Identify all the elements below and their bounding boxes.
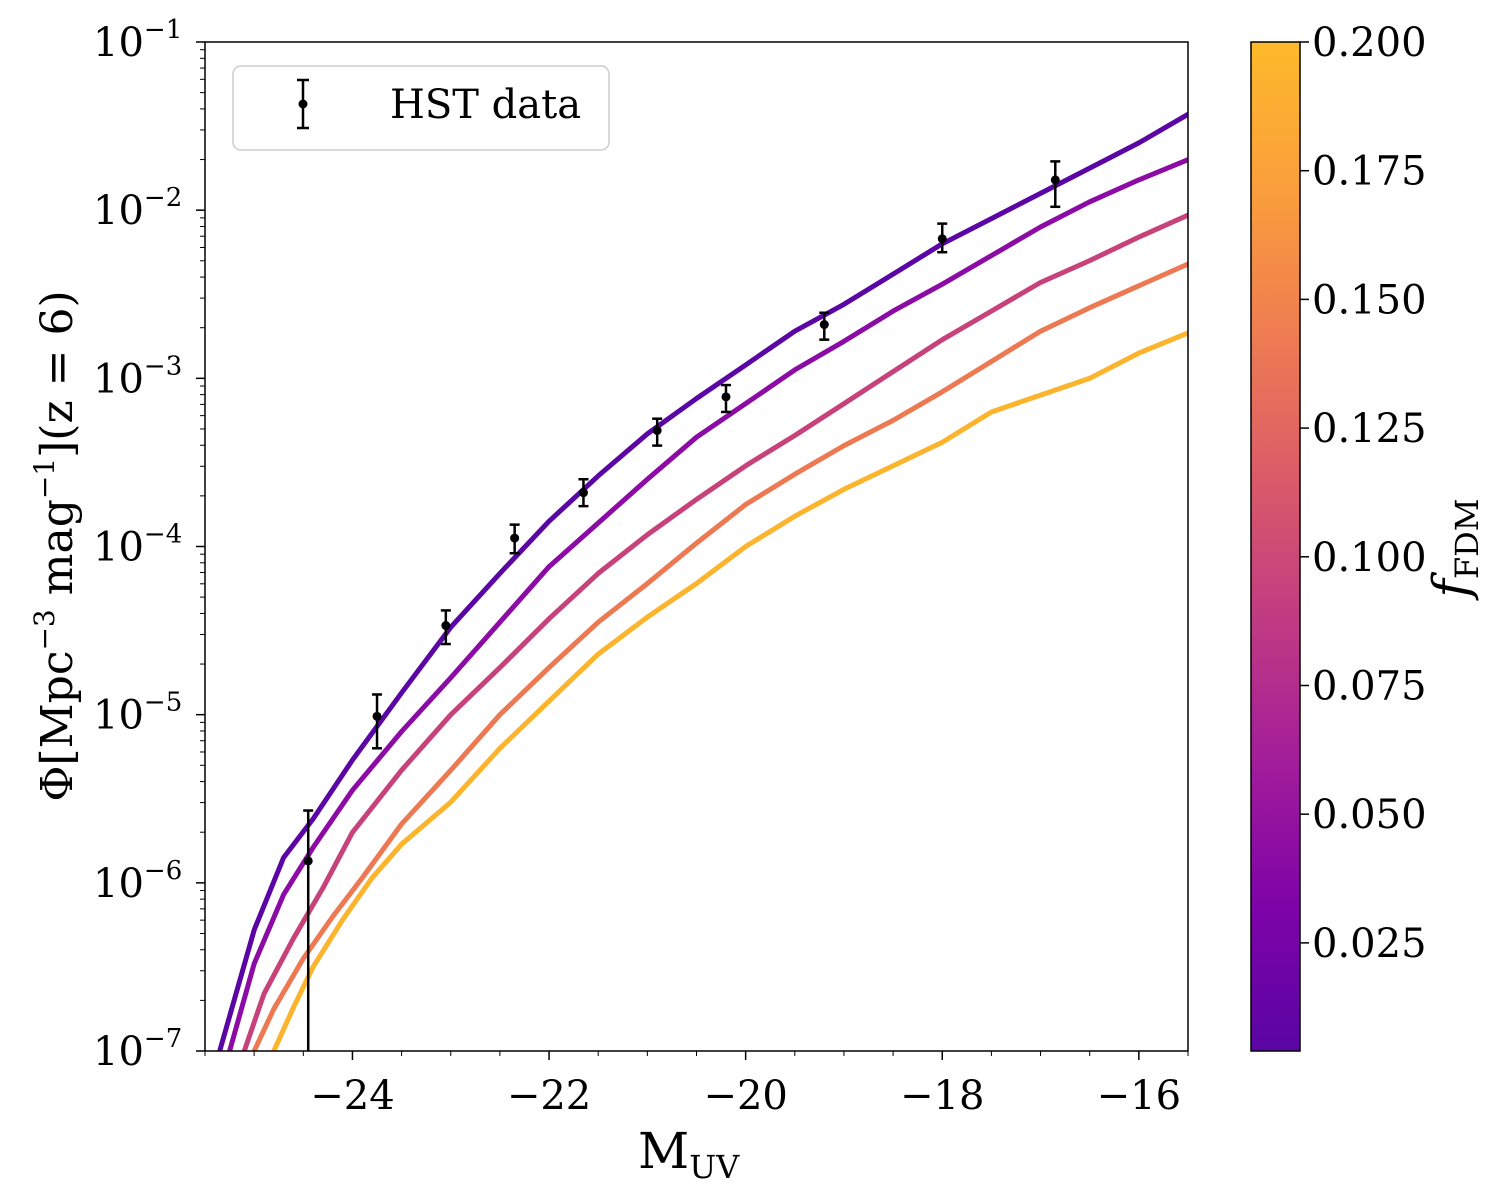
data-marker xyxy=(441,621,451,631)
x-tick-label: −24 xyxy=(310,1073,394,1119)
y-axis-title-sup2: −1 xyxy=(28,458,61,499)
x-axis: −24 −22 −20 −18 −16 xyxy=(204,1051,1189,1119)
data-marker xyxy=(721,392,731,402)
hst-data-points xyxy=(303,160,1061,1051)
colorbar-ticks: 0.025 0.050 0.075 0.100 0.125 0.150 0.175 0.200 xyxy=(1300,20,1427,967)
x-tick-label: −16 xyxy=(1097,1073,1181,1119)
series-line-5 xyxy=(271,330,1188,1051)
colorbar-tick-label: 0.025 xyxy=(1312,921,1427,967)
data-marker xyxy=(303,856,313,866)
data-marker xyxy=(1050,175,1060,185)
legend-box xyxy=(232,65,610,151)
hst-point-10 xyxy=(1050,160,1061,209)
colorbar-tick-label: 0.200 xyxy=(1312,20,1427,66)
legend-marker-icon xyxy=(298,99,308,109)
colorbar-tick-label: 0.125 xyxy=(1312,406,1427,452)
hst-point-4 xyxy=(509,523,520,555)
y-axis-title-sup1: −3 xyxy=(28,609,61,650)
legend-label: HST data xyxy=(390,82,581,128)
colorbar-tick-label: 0.150 xyxy=(1312,277,1427,323)
data-marker xyxy=(372,711,382,721)
series-line-2 xyxy=(227,157,1188,1051)
colorbar-tick-label: 0.175 xyxy=(1312,149,1427,195)
data-marker xyxy=(652,425,662,435)
colorbar-title: fFDM xyxy=(1422,498,1486,601)
hst-point-2 xyxy=(372,693,383,750)
y-tick-label: 10−6 xyxy=(93,856,182,907)
data-marker xyxy=(819,320,829,330)
colorbar-tick-label: 0.050 xyxy=(1312,792,1427,838)
hst-point-5 xyxy=(578,477,589,508)
series-line-1 xyxy=(217,111,1188,1051)
colorbar-tick-label: 0.075 xyxy=(1312,663,1427,709)
legend: HST data xyxy=(232,65,610,151)
hst-point-1 xyxy=(303,809,314,1051)
y-tick-label: 10−2 xyxy=(93,183,182,234)
x-tick-label: −18 xyxy=(900,1073,984,1119)
y-tick-label: 10−7 xyxy=(93,1024,182,1075)
y-tick-label: 10−4 xyxy=(93,520,182,571)
y-tick-label: 10−5 xyxy=(93,688,182,739)
hst-point-7 xyxy=(720,383,731,414)
y-axis-title-mid: mag xyxy=(32,499,83,609)
series-line-4 xyxy=(251,261,1188,1051)
hst-point-8 xyxy=(819,311,830,341)
colorbar-gradient xyxy=(1250,41,1301,1052)
model-curves xyxy=(217,111,1188,1051)
data-marker xyxy=(578,488,588,498)
data-marker xyxy=(510,533,520,543)
y-axis-title: Φ[Mpc−3 mag−1](z = 6) xyxy=(28,290,83,801)
y-axis-title-post: ](z = 6) xyxy=(32,290,83,458)
y-axis: 10−7 10−6 10−5 10−4 10−3 10−2 10−1 xyxy=(93,15,205,1075)
hst-point-6 xyxy=(652,417,663,447)
x-tick-label: −20 xyxy=(703,1073,787,1119)
series-line-3 xyxy=(241,212,1188,1051)
hst-point-9 xyxy=(937,222,948,254)
x-axis-title: MUV xyxy=(638,1122,740,1186)
y-axis-title-pre: Φ[Mpc xyxy=(32,651,83,802)
colorbar: 0.025 0.050 0.075 0.100 0.125 0.150 0.175 0.200… xyxy=(1250,20,1486,1052)
data-marker xyxy=(937,234,947,244)
x-tick-label: −22 xyxy=(507,1073,591,1119)
y-tick-label: 10−3 xyxy=(93,351,182,402)
colorbar-tick-label: 0.100 xyxy=(1312,535,1427,581)
y-tick-label: 10−1 xyxy=(93,15,182,66)
colorbar-title-subscript: FDM xyxy=(1448,498,1486,579)
hst-point-3 xyxy=(440,609,451,646)
x-axis-title-subscript: UV xyxy=(689,1148,740,1186)
